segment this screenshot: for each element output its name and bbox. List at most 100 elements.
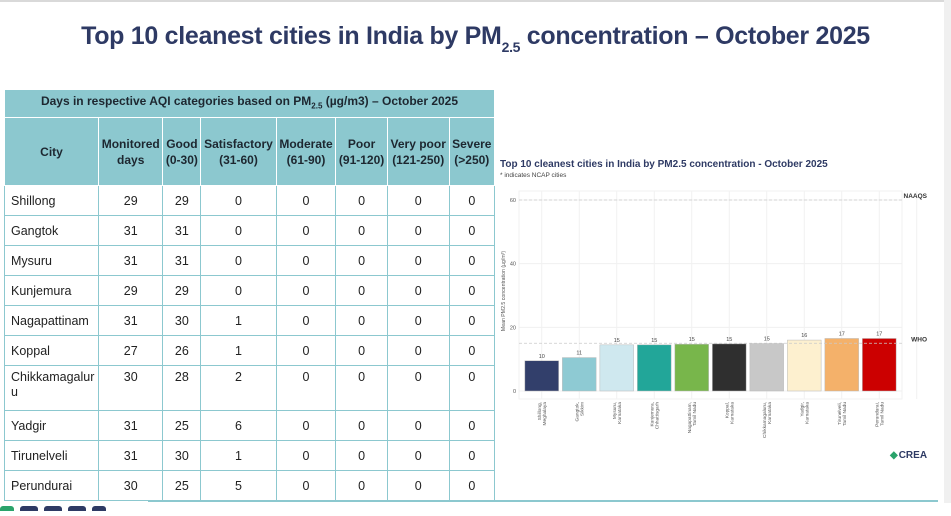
y-tick-label: 0 xyxy=(513,389,516,395)
column-header: Very poor (121-250) xyxy=(386,117,450,186)
y-axis-label: Mean PM2.5 concentration (µg/m³) xyxy=(501,251,507,332)
cell-good: 28 xyxy=(162,365,202,411)
cell-poor: 0 xyxy=(335,305,388,336)
bar-value-label: 17 xyxy=(876,331,882,337)
x-tick-label-line: Mysuru, xyxy=(612,402,618,419)
cell-good: 29 xyxy=(162,275,202,306)
cell-severe: 0 xyxy=(448,410,496,441)
cell-very-poor: 0 xyxy=(386,365,450,411)
x-tick-label-line: Tamil Nadu xyxy=(842,402,848,426)
cell-monitored: 31 xyxy=(97,305,164,336)
cell-very-poor: 0 xyxy=(386,215,450,246)
cell-severe: 0 xyxy=(448,275,496,306)
crea-leaf-icon: ◆ xyxy=(890,450,898,461)
cell-satisfactory: 1 xyxy=(200,440,277,471)
column-header: Severe (>250) xyxy=(448,117,496,186)
super-header-subscript: 2.5 xyxy=(311,101,323,111)
x-tick-label: Shillong,Meghalaya xyxy=(537,402,548,426)
bar-value-label: 15 xyxy=(689,337,695,343)
cell-very-poor: 0 xyxy=(386,245,450,276)
title-text: Top 10 cleanest cities in India by PM xyxy=(81,22,502,50)
x-tick-label: Mysuru,Karnataka xyxy=(612,402,623,424)
x-tick-label: Nagapattinam,Tamil Nadu xyxy=(687,402,698,434)
cell-monitored: 30 xyxy=(97,365,164,411)
crea-logo-text: CREA xyxy=(898,450,928,461)
y-tick-label: 40 xyxy=(510,262,516,268)
cell-monitored: 31 xyxy=(97,410,164,441)
bar-value-label: 16 xyxy=(801,333,807,339)
column-header-label: Moderate xyxy=(279,136,333,151)
cell-city: Mysuru xyxy=(4,245,99,276)
cell-city: Nagapattinam xyxy=(4,305,99,336)
table-header-row: City Monitored days Good (0-30) Satisfactory(… xyxy=(4,117,496,186)
cell-severe: 0 xyxy=(448,185,496,216)
column-header: Satisfactory (31-60) xyxy=(200,117,277,186)
cell-poor: 0 xyxy=(335,470,388,501)
x-tick-label: Tirunelveli,Tamil Nadu xyxy=(837,402,848,426)
column-header-label: Poor xyxy=(347,136,376,151)
cell-moderate: 0 xyxy=(275,410,337,441)
cell-city: Chikkamagaluru xyxy=(4,365,99,411)
cell-monitored: 31 xyxy=(97,245,164,276)
cell-severe: 0 xyxy=(448,440,496,471)
x-tick-label-line: Nagapattinam, xyxy=(687,402,693,433)
bar-chart: 0 20 40 60 Mean PM2.5 concentration (µg/m³) 1… xyxy=(501,190,928,438)
cell-very-poor: 0 xyxy=(386,305,450,336)
cell-poor: 0 xyxy=(335,275,388,306)
bar-value-label: 15 xyxy=(614,338,620,344)
x-tick-label-line: Meghalaya xyxy=(542,402,548,426)
column-header-label: Severe xyxy=(452,136,492,151)
cell-monitored: 29 xyxy=(97,185,164,216)
x-tick-label-line: Karnataka xyxy=(767,402,773,424)
column-header: Moderate (61-90) xyxy=(275,117,337,186)
x-tick-label: Yadgir,Karnataka xyxy=(799,402,810,424)
cell-moderate: 0 xyxy=(275,335,337,366)
cell-satisfactory: 0 xyxy=(200,215,277,246)
x-tick-label-line: Kunjemura, xyxy=(649,402,655,427)
bar-value-label: 15 xyxy=(651,338,657,344)
cell-good: 29 xyxy=(162,185,202,216)
page-title: Top 10 cleanest cities in India by PM2.5… xyxy=(0,22,951,55)
cell-moderate: 0 xyxy=(275,245,337,276)
cell-satisfactory: 1 xyxy=(200,335,277,366)
cell-severe: 0 xyxy=(448,215,496,246)
reference-label-naaqs: NAAQS xyxy=(904,193,928,200)
column-header-range: (>250) xyxy=(454,152,490,167)
cell-very-poor: 0 xyxy=(386,185,450,216)
cell-poor: 0 xyxy=(335,440,388,471)
cell-good: 31 xyxy=(162,215,202,246)
cell-moderate: 0 xyxy=(275,440,337,471)
column-header-label: City xyxy=(40,144,63,159)
cell-good: 30 xyxy=(162,305,202,336)
bar xyxy=(562,357,597,392)
cell-city: Kunjemura xyxy=(4,275,99,306)
table-row: Kunjemura 29 29 0 0 0 0 0 xyxy=(4,275,496,306)
cell-satisfactory: 5 xyxy=(200,470,277,501)
bar xyxy=(749,343,784,392)
column-header-range: (91-120) xyxy=(338,152,385,167)
bar xyxy=(674,343,709,392)
cell-monitored: 31 xyxy=(97,215,164,246)
column-header-range: (61-90) xyxy=(286,152,326,167)
cell-monitored: 29 xyxy=(97,275,164,306)
column-header-range: days xyxy=(117,152,145,167)
bar xyxy=(599,344,634,392)
cell-severe: 0 xyxy=(448,335,496,366)
y-tick-label: 20 xyxy=(510,325,516,331)
cell-poor: 0 xyxy=(335,215,388,246)
cell-poor: 0 xyxy=(335,245,388,276)
x-tick-label-line: Karnataka xyxy=(729,402,735,424)
table-row: Perundurai 30 25 5 0 0 0 0 xyxy=(4,470,496,501)
column-header-label: Monitored xyxy=(101,136,160,151)
cell-severe: 0 xyxy=(448,305,496,336)
cell-very-poor: 0 xyxy=(386,335,450,366)
x-tick-label: Kunjemura,Chhattisgarh xyxy=(649,402,660,430)
column-header-range: (121-250) xyxy=(392,152,445,167)
super-header-text: Days in respective AQI categories based … xyxy=(40,93,312,108)
cell-moderate: 0 xyxy=(275,305,337,336)
reference-label-who: WHO xyxy=(911,336,927,343)
column-header-label: Good xyxy=(166,136,198,151)
bar xyxy=(712,343,747,392)
x-tick-label-line: Karnataka xyxy=(617,402,623,424)
cell-moderate: 0 xyxy=(275,365,337,411)
